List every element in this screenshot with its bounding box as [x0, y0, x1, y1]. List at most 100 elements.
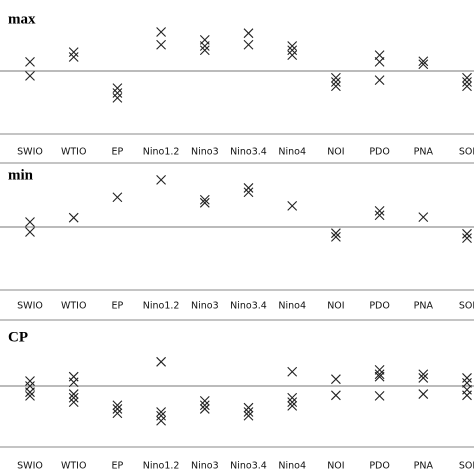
- cross-marker: [243, 39, 254, 50]
- cross-marker: [462, 81, 472, 92]
- x-tick-label: NOI: [327, 461, 344, 472]
- x-tick-label: PNA: [414, 147, 434, 158]
- cross-marker: [287, 392, 298, 403]
- x-tick-label: WTIO: [61, 147, 86, 158]
- x-tick-label: Nino3: [191, 461, 219, 472]
- cross-marker: [374, 205, 385, 216]
- cross-marker: [199, 395, 210, 406]
- cross-marker: [199, 45, 210, 56]
- x-tick-label: Nino4: [278, 147, 306, 158]
- cross-marker: [156, 174, 166, 185]
- cross-marker: [287, 366, 298, 377]
- cross-marker: [287, 50, 298, 61]
- x-tick-label: Nino1.2: [143, 301, 180, 312]
- x-tick-label: SWIO: [17, 301, 43, 312]
- cross-marker: [25, 391, 35, 401]
- cross-marker: [418, 389, 429, 399]
- x-tick-label: PDO: [369, 461, 390, 472]
- x-tick-label: EP: [112, 461, 124, 472]
- cross-marker: [112, 92, 123, 103]
- x-tick-label: SOI: [459, 461, 474, 472]
- cross-marker: [418, 369, 429, 380]
- cross-marker: [243, 187, 254, 198]
- cross-marker: [112, 192, 123, 203]
- cross-marker: [25, 227, 35, 237]
- cross-marker: [462, 233, 472, 244]
- x-tick-label: SOI: [459, 301, 474, 312]
- cross-marker: [243, 402, 254, 413]
- cross-marker: [374, 391, 385, 401]
- cross-marker: [25, 387, 35, 398]
- cross-marker: [418, 59, 429, 70]
- x-tick-label: NOI: [327, 147, 344, 158]
- cross-marker: [462, 228, 472, 239]
- cross-marker: [287, 400, 298, 411]
- cross-marker: [112, 400, 123, 411]
- cross-marker: [68, 47, 79, 57]
- cross-marker: [68, 389, 79, 399]
- x-tick-label: Nino3.4: [230, 461, 267, 472]
- cross-marker: [462, 373, 472, 383]
- cross-marker: [68, 392, 79, 403]
- cross-marker: [112, 83, 123, 93]
- cross-marker: [287, 45, 298, 56]
- cross-marker: [374, 369, 385, 380]
- cross-marker: [68, 52, 79, 62]
- x-tick-label: PNA: [414, 461, 434, 472]
- x-tick-label: Nino3.4: [230, 301, 267, 312]
- cross-marker: [68, 397, 79, 408]
- cross-marker: [68, 377, 79, 388]
- cross-marker: [199, 41, 210, 51]
- cross-marker: [156, 415, 166, 426]
- x-tick-label: SOI: [459, 147, 474, 158]
- cross-marker: [243, 407, 254, 417]
- x-tick-label: Nino3: [191, 301, 219, 312]
- x-tick-label: SWIO: [17, 147, 43, 158]
- cross-marker: [287, 41, 298, 51]
- cross-marker: [156, 39, 166, 50]
- cross-marker: [374, 210, 385, 221]
- cross-marker: [156, 407, 166, 417]
- panel-title: min: [8, 167, 34, 183]
- x-tick-label: Nino4: [278, 461, 306, 472]
- cross-marker: [112, 404, 123, 414]
- panel-title: CP: [8, 329, 28, 345]
- cross-marker: [462, 390, 472, 401]
- cross-marker: [374, 75, 385, 86]
- x-tick-label: PNA: [414, 301, 434, 312]
- cross-marker: [331, 390, 341, 401]
- cross-marker: [112, 408, 123, 419]
- x-tick-label: WTIO: [61, 301, 86, 312]
- x-tick-label: PDO: [369, 147, 390, 158]
- x-tick-label: EP: [112, 147, 124, 158]
- cross-marker: [25, 217, 35, 227]
- cross-marker: [156, 356, 166, 367]
- x-tick-label: WTIO: [61, 461, 86, 472]
- cross-marker: [462, 378, 472, 388]
- cross-marker: [331, 232, 341, 242]
- panel-title: max: [8, 11, 36, 27]
- cross-marker: [243, 410, 254, 421]
- x-tick-label: Nino3.4: [230, 147, 267, 158]
- cross-marker: [287, 201, 298, 211]
- x-tick-label: SWIO: [17, 461, 43, 472]
- cross-marker: [331, 72, 341, 83]
- x-tick-label: Nino3: [191, 147, 219, 158]
- cross-marker: [199, 404, 210, 414]
- cross-marker: [374, 56, 385, 67]
- x-tick-label: Nino1.2: [143, 461, 180, 472]
- cross-marker: [199, 197, 210, 208]
- cross-marker: [243, 183, 254, 193]
- cross-marker: [25, 70, 35, 81]
- cross-marker: [331, 81, 341, 92]
- cross-marker: [418, 212, 429, 222]
- cross-marker: [331, 77, 341, 87]
- cross-marker: [199, 400, 210, 411]
- x-tick-label: PDO: [369, 301, 390, 312]
- cross-marker: [199, 194, 210, 205]
- cross-marker: [287, 397, 298, 408]
- x-tick-label: NOI: [327, 301, 344, 312]
- cross-marker: [156, 410, 166, 421]
- x-tick-label: EP: [112, 301, 124, 312]
